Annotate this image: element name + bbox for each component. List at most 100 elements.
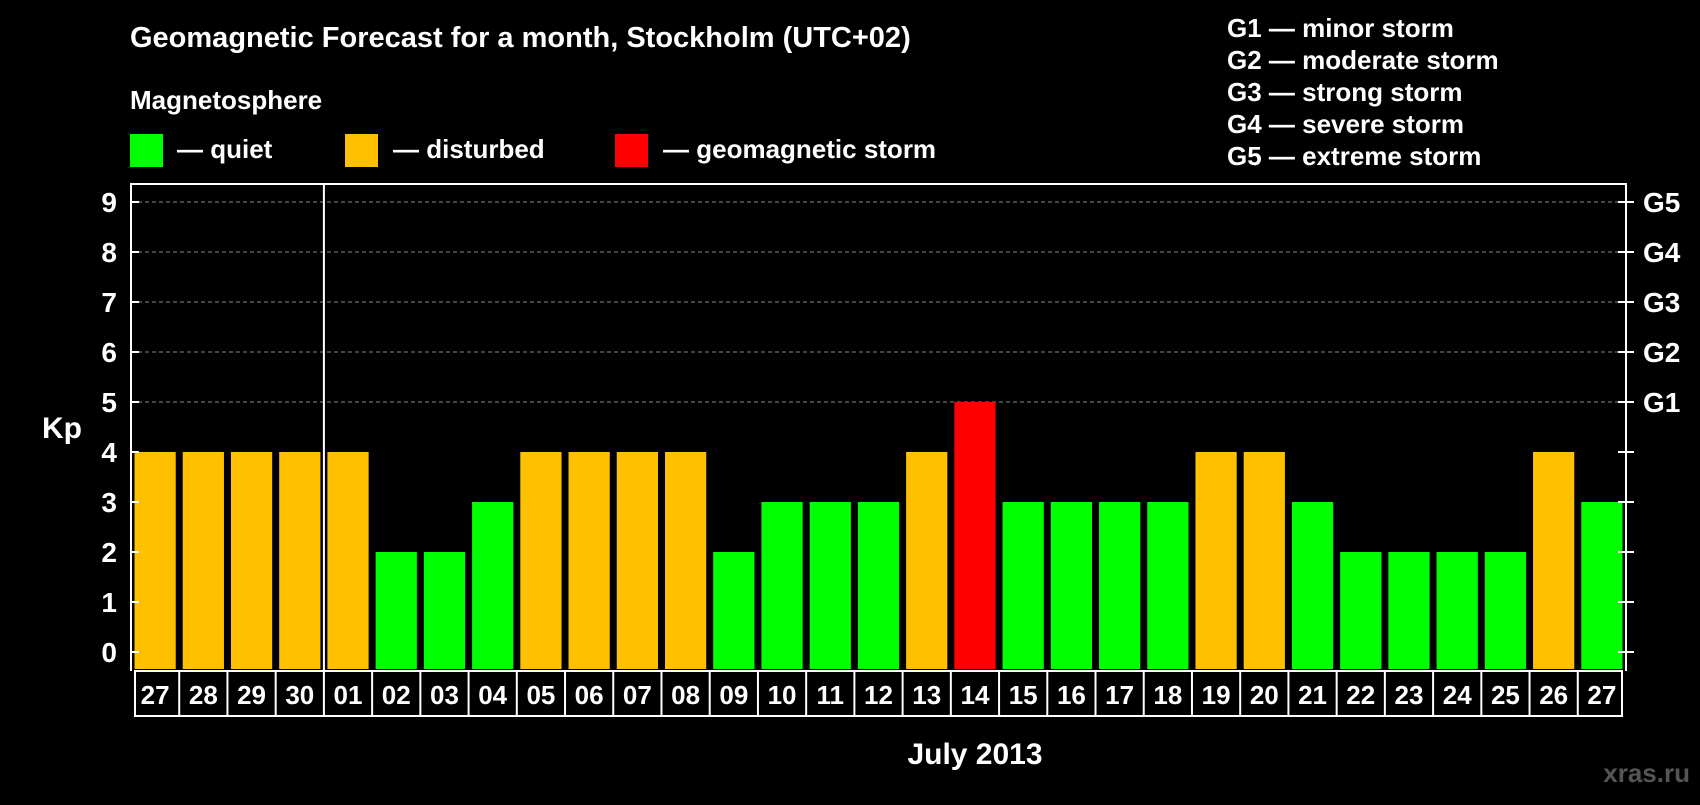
- x-tick-label-30: 27: [1587, 680, 1616, 710]
- x-tick-label-26: 23: [1395, 680, 1424, 710]
- x-tick-label-4: 01: [334, 680, 363, 710]
- right-axis-label-g4: G4: [1643, 237, 1681, 268]
- legend-swatch-disturbed: [345, 134, 378, 167]
- x-tick-label-22: 19: [1202, 680, 1231, 710]
- x-tick-label-1: 28: [189, 680, 218, 710]
- axes: [130, 183, 1627, 671]
- legend-label-storm: — geomagnetic storm: [663, 134, 936, 164]
- bar-11: [664, 452, 707, 669]
- storm-scale-list: G1 — minor storm G2 — moderate storm G3 …: [1227, 13, 1499, 171]
- x-tick-label-15: 12: [864, 680, 893, 710]
- x-tick-label-10: 07: [623, 680, 652, 710]
- y-tick-label-8: 8: [101, 237, 117, 268]
- x-tick-label-8: 05: [526, 680, 555, 710]
- x-axis-label: July 2013: [907, 738, 1042, 771]
- x-tick-label-5: 02: [382, 680, 411, 710]
- legend-label-quiet: — quiet: [177, 134, 273, 164]
- bar-16: [906, 452, 948, 669]
- x-tick-label-9: 06: [575, 680, 604, 710]
- right-axis-label-g1: G1: [1643, 387, 1680, 418]
- bar-24: [1291, 502, 1334, 669]
- y-tick-label-1: 1: [101, 587, 117, 618]
- x-tick-label-16: 13: [912, 680, 941, 710]
- bar-7: [472, 502, 514, 669]
- x-tick-label-3: 30: [285, 680, 314, 710]
- bar-13: [761, 502, 803, 669]
- x-tick-label-29: 26: [1539, 680, 1568, 710]
- bar-0: [134, 452, 176, 669]
- x-tick-label-25: 22: [1346, 680, 1375, 710]
- y-tick-label-9: 9: [101, 187, 117, 218]
- legend-heading: Magnetosphere: [130, 85, 322, 115]
- x-tick-label-0: 27: [141, 680, 170, 710]
- x-tick-label-18: 15: [1009, 680, 1038, 710]
- chart-title: Geomagnetic Forecast for a month, Stockh…: [130, 22, 911, 54]
- bar-2: [230, 452, 273, 669]
- y-ticks: 0 1 2 3 4 5 6 7 8 9: [101, 187, 139, 668]
- x-tick-label-7: 04: [478, 680, 507, 710]
- bar-4: [327, 452, 369, 669]
- right-axis-storm-levels: G1 G2 G3 G4 G5: [1618, 187, 1681, 653]
- bar-19: [1050, 502, 1093, 669]
- x-tick-label-28: 25: [1491, 680, 1520, 710]
- y-tick-label-7: 7: [101, 287, 117, 318]
- bar-25: [1340, 552, 1382, 669]
- y-tick-label-3: 3: [101, 487, 117, 518]
- x-tick-label-17: 14: [960, 680, 989, 710]
- x-axis-cell-frame: [134, 670, 1623, 717]
- x-tick-label-21: 18: [1153, 680, 1182, 710]
- y-tick-label-6: 6: [101, 337, 117, 368]
- storm-scale-g2: G2 — moderate storm: [1227, 45, 1499, 75]
- plot-frame: [130, 183, 1627, 671]
- right-axis-label-g3: G3: [1643, 287, 1680, 318]
- bar-23: [1243, 452, 1285, 669]
- bar-18: [1002, 502, 1044, 669]
- bar-10: [616, 452, 658, 669]
- bar-8: [520, 452, 562, 669]
- legend: — quiet — disturbed — geomagnetic storm: [130, 134, 936, 167]
- watermark: xras.ru: [1603, 758, 1690, 788]
- x-tick-label-6: 03: [430, 680, 459, 710]
- x-tick-label-24: 21: [1298, 680, 1327, 710]
- bar-3: [279, 452, 321, 669]
- x-tick-label-2: 29: [237, 680, 266, 710]
- bar-17: [954, 402, 996, 669]
- x-tick-label-13: 10: [768, 680, 797, 710]
- storm-scale-g3: G3 — strong storm: [1227, 77, 1462, 107]
- right-axis-label-g5: G5: [1643, 187, 1680, 218]
- y-tick-label-4: 4: [101, 437, 117, 468]
- bar-9: [568, 452, 610, 669]
- storm-scale-g4: G4 — severe storm: [1227, 109, 1464, 139]
- bar-5: [375, 552, 417, 669]
- storm-scale-g5: G5 — extreme storm: [1227, 141, 1481, 171]
- legend-swatch-quiet: [130, 134, 163, 167]
- x-axis-day-cells: 27 28 29 30 01 02 03 04 05 06 07 08 09 10 11 12 13 14 15 16…: [134, 670, 1623, 717]
- bar-30: [1581, 502, 1623, 669]
- bar-12: [713, 552, 755, 669]
- bar-21: [1147, 502, 1189, 669]
- bars: [134, 402, 1623, 669]
- x-tick-label-14: 11: [817, 680, 845, 710]
- legend-swatch-storm: [615, 134, 648, 167]
- bar-14: [809, 502, 851, 669]
- bar-6: [423, 552, 466, 669]
- x-tick-label-19: 16: [1057, 680, 1086, 710]
- bar-28: [1484, 552, 1527, 669]
- x-tick-label-12: 09: [719, 680, 748, 710]
- right-axis-label-g2: G2: [1643, 337, 1680, 368]
- bar-27: [1436, 552, 1478, 669]
- bar-22: [1195, 452, 1237, 669]
- y-axis-label: Kp: [42, 412, 82, 445]
- bar-15: [857, 502, 900, 669]
- legend-label-disturbed: — disturbed: [393, 134, 545, 164]
- x-tick-label-23: 20: [1250, 680, 1279, 710]
- y-tick-label-0: 0: [101, 637, 117, 668]
- storm-scale-g1: G1 — minor storm: [1227, 13, 1454, 43]
- bar-26: [1388, 552, 1430, 669]
- y-tick-label-5: 5: [101, 387, 117, 418]
- y-tick-label-2: 2: [101, 537, 117, 568]
- bar-20: [1099, 502, 1141, 669]
- x-tick-label-20: 17: [1105, 680, 1134, 710]
